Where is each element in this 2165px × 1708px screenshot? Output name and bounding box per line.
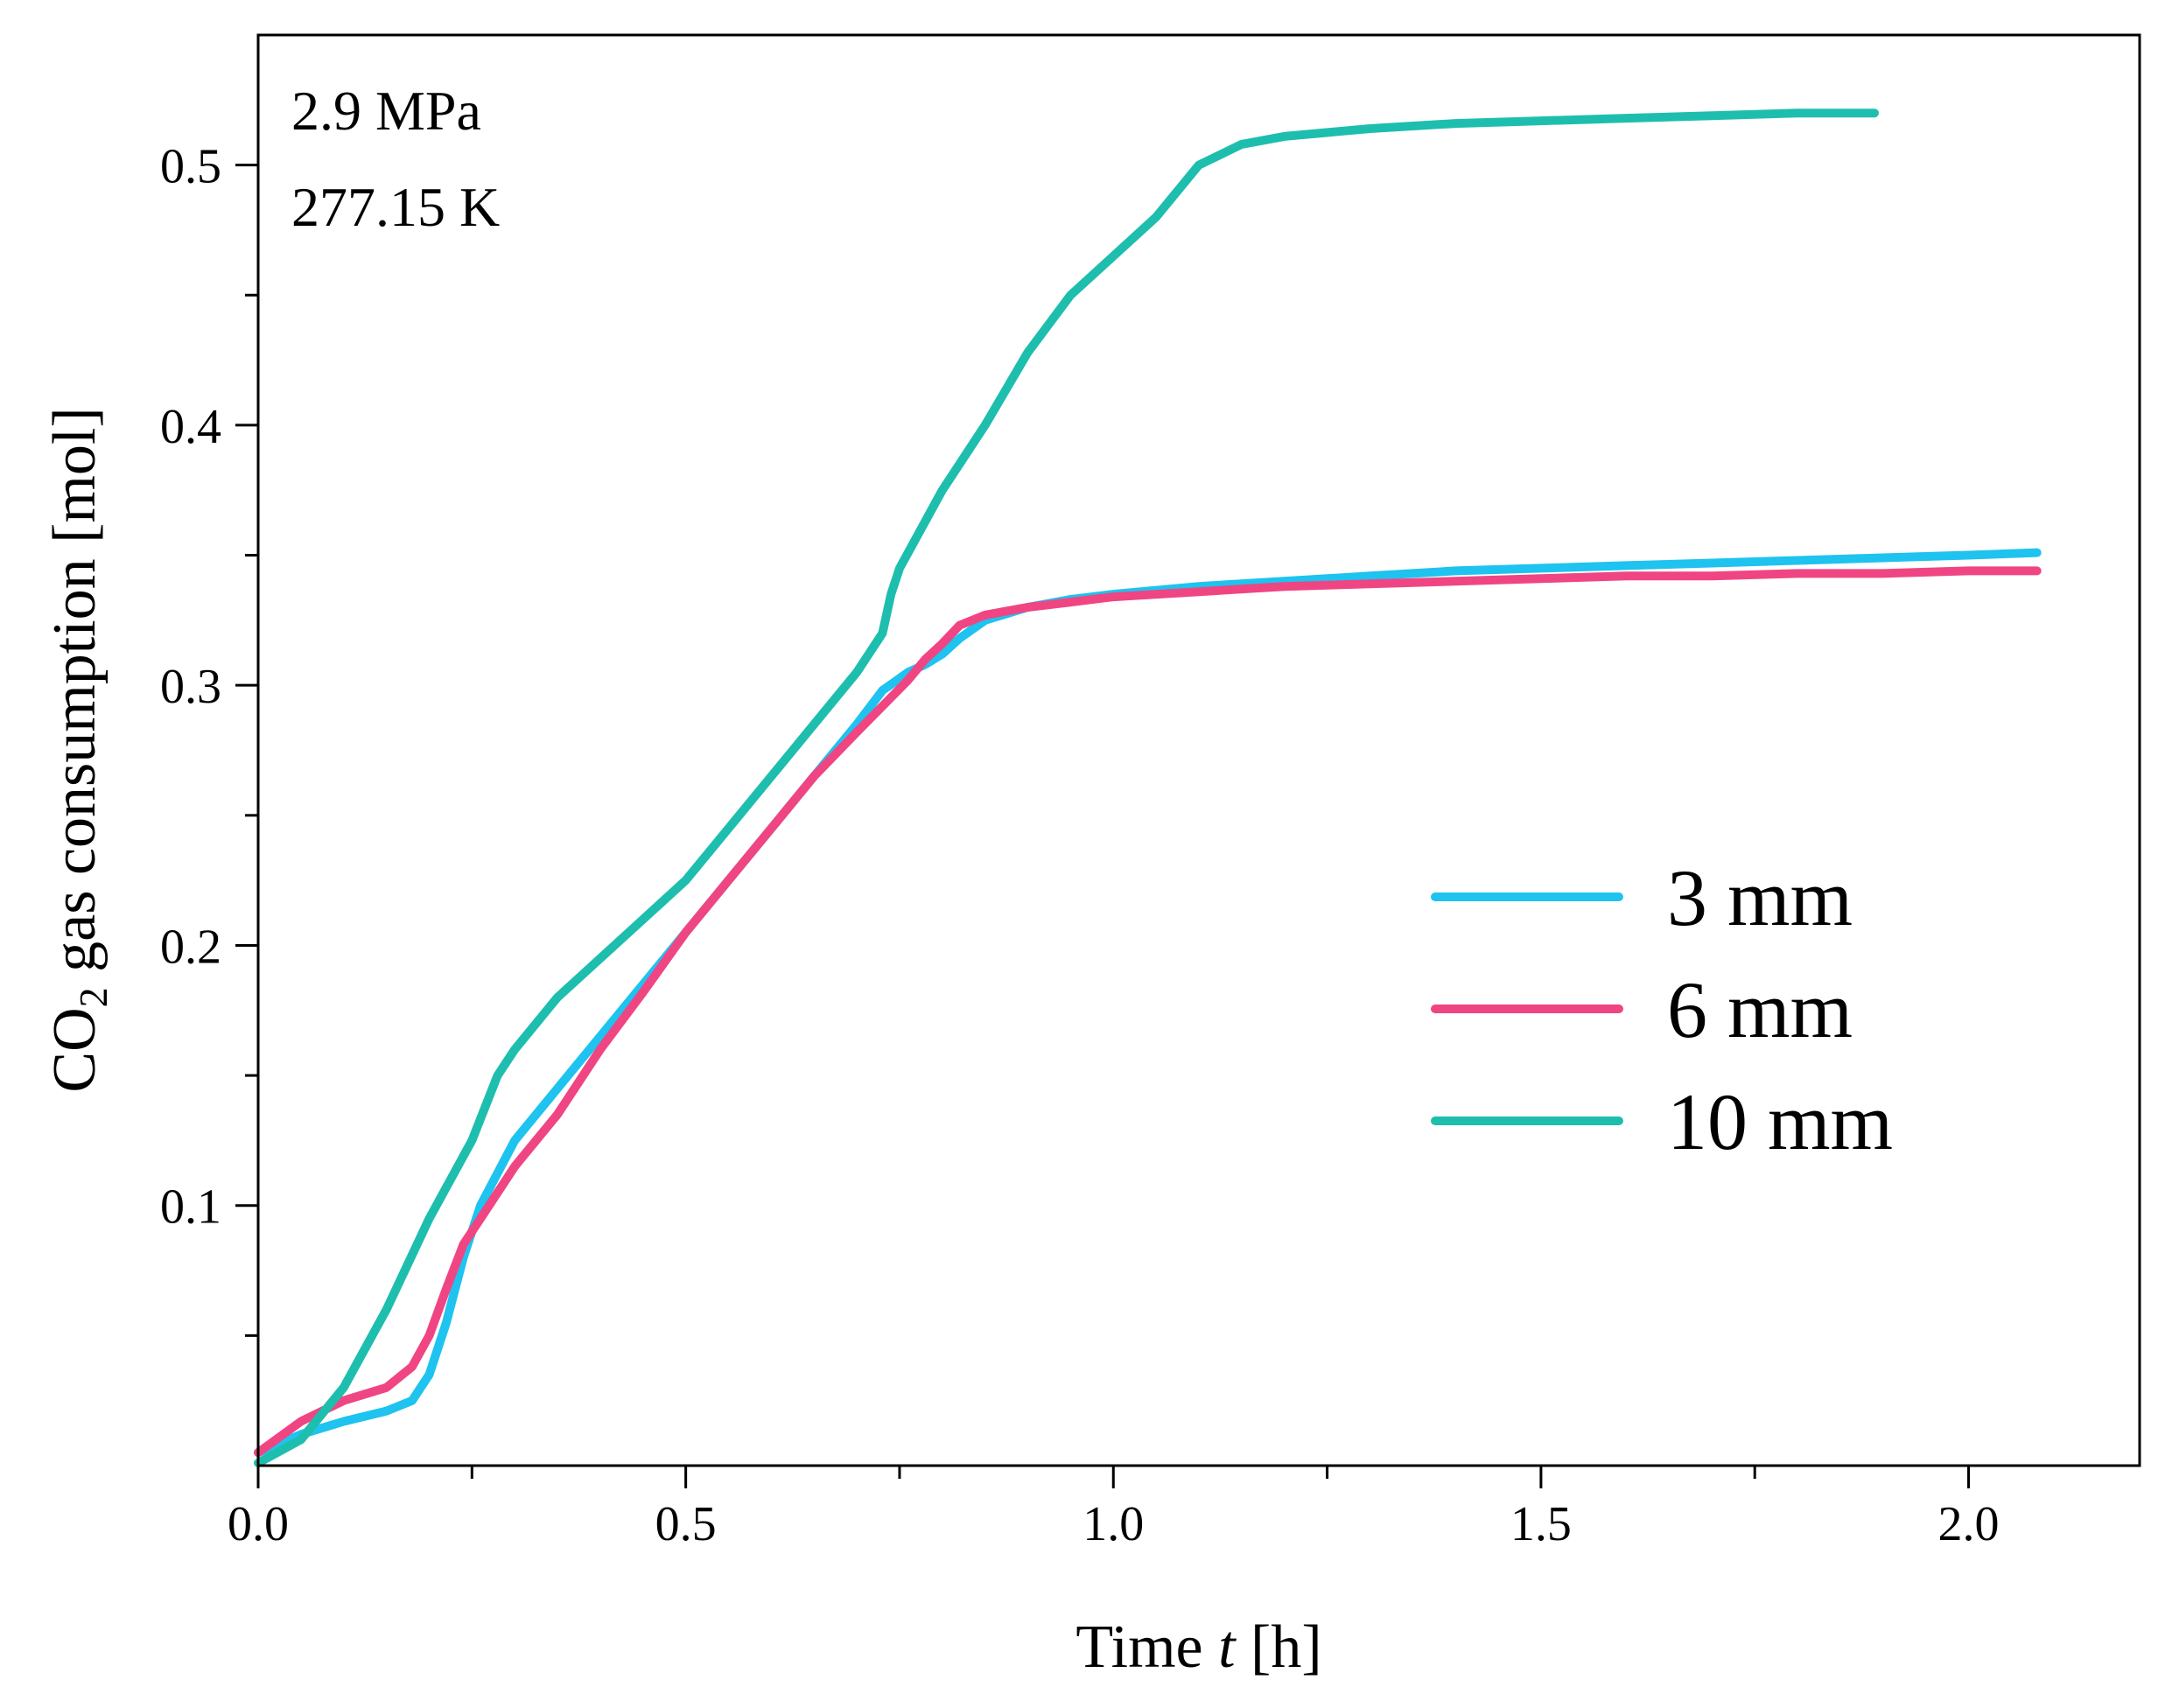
plot-area-frame <box>256 33 2141 1467</box>
x-tick-label: 0.5 <box>655 1497 717 1551</box>
annotation-temperature: 277.15 K <box>291 176 500 238</box>
x-axis-title-prefix: Time <box>1075 1614 1218 1681</box>
y-tick-label: 0.2 <box>160 920 221 974</box>
y-axis-title-prefix: CO <box>41 1007 109 1092</box>
legend: 3 mm 6 mm 10 mm <box>1431 853 1893 1166</box>
x-tick-label: 1.0 <box>1082 1497 1144 1551</box>
x-tick-label: 0.0 <box>228 1497 289 1551</box>
x-tick-label: 2.0 <box>1938 1497 2000 1551</box>
legend-label-1: 3 mm <box>1667 853 1853 942</box>
legend-label-2: 6 mm <box>1667 965 1853 1054</box>
annotation-pressure: 2.9 MPa <box>291 80 481 142</box>
x-tick-label: 1.5 <box>1510 1497 1572 1551</box>
y-tick-label: 0.1 <box>160 1180 221 1235</box>
y-tick-label: 0.4 <box>160 400 221 454</box>
y-tick-label: 0.3 <box>160 660 221 714</box>
x-axis-title-suffix: [h] <box>1236 1614 1322 1681</box>
series-layer <box>254 108 2042 1467</box>
y-axis-title: CO2 gas consumption [mol] <box>41 407 116 1092</box>
series-line-1 <box>254 548 2042 1458</box>
x-axis-title-var: t <box>1218 1614 1237 1681</box>
x-axis-title: Time t [h] <box>1075 1614 1321 1681</box>
ticks-layer: 0.0 0.5 1.0 1.5 2.0 0.1 0.2 0.3 0.4 0.5 <box>160 140 2000 1551</box>
series-line-3 <box>254 108 1879 1467</box>
y-tick-label: 0.5 <box>160 140 221 194</box>
series-line-2 <box>254 566 2042 1458</box>
legend-label-3: 10 mm <box>1667 1077 1893 1166</box>
y-axis-title-suffix: gas consumption [mol] <box>41 407 109 987</box>
y-axis-title-subscript: 2 <box>71 987 116 1007</box>
